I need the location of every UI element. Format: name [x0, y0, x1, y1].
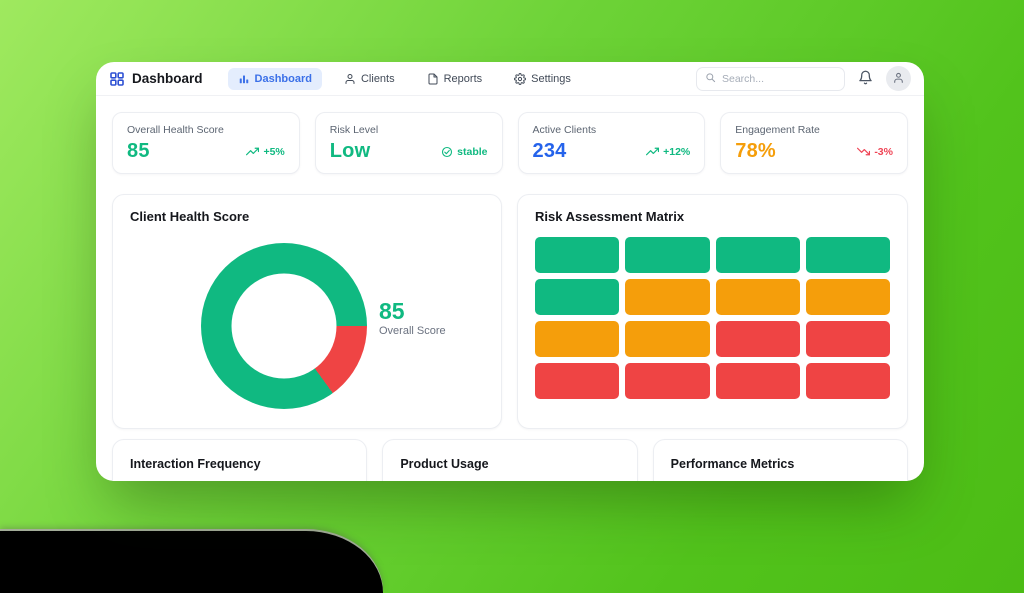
tab-label: Dashboard	[254, 72, 312, 85]
stat-card-active-clients: Active Clients 234 +12%	[517, 112, 706, 174]
panel-client-health-score: Client Health Score 85 Overall Score	[112, 194, 502, 429]
risk-cell-low	[805, 237, 890, 273]
tab-clients[interactable]: Clients	[334, 68, 405, 90]
trending-up-icon	[646, 145, 660, 158]
nav-tabs: Dashboard Clients Reports	[227, 67, 581, 90]
risk-cell-high	[805, 321, 890, 357]
panel-performance-metrics: Performance Metrics	[652, 439, 908, 481]
panel-title: Product Usage	[400, 457, 489, 471]
tab-label: Reports	[443, 72, 483, 85]
stat-trend: +12%	[646, 145, 690, 158]
stat-trend-text: stable	[457, 145, 488, 158]
gear-icon	[514, 72, 527, 85]
panel-title: Interaction Frequency	[130, 457, 261, 471]
trending-down-icon	[857, 145, 871, 158]
stat-trend: -3%	[857, 145, 893, 158]
risk-cell-high	[805, 363, 890, 399]
header-right	[696, 66, 911, 91]
app-body: Overall Health Score 85 +5% Ris	[96, 96, 924, 481]
stat-label: Risk Level	[329, 124, 379, 136]
stat-card-engagement-rate: Engagement Rate 78% -3%	[720, 112, 908, 174]
stat-trend-text: -3%	[874, 145, 893, 158]
stat-card-overall-health-score: Overall Health Score 85 +5%	[112, 112, 300, 174]
risk-cell-low	[715, 237, 800, 273]
risk-cell-low	[625, 237, 710, 273]
trending-up-icon	[246, 145, 260, 158]
stats-row: Overall Health Score 85 +5% Ris	[112, 112, 908, 174]
risk-cell-high	[715, 363, 800, 399]
risk-cell-medium	[625, 279, 710, 315]
file-icon	[427, 73, 439, 85]
risk-cell-high	[535, 363, 620, 399]
bell-icon	[858, 70, 873, 88]
risk-cell-medium	[805, 279, 890, 315]
tab-label: Settings	[531, 72, 571, 85]
stat-label: Overall Health Score	[127, 124, 224, 136]
panel-product-usage: Product Usage	[382, 439, 638, 481]
risk-cell-high	[625, 363, 710, 399]
stat-trend: +5%	[246, 145, 285, 158]
risk-matrix-grid	[535, 237, 890, 399]
risk-cell-low	[535, 279, 620, 315]
stat-trend-text: +5%	[263, 145, 285, 158]
panel-interaction-frequency: Interaction Frequency	[112, 439, 368, 481]
user-icon	[344, 73, 356, 85]
risk-cell-medium	[715, 279, 800, 315]
stat-label: Active Clients	[532, 124, 597, 136]
risk-cell-low	[535, 237, 620, 273]
risk-cell-medium	[535, 321, 620, 357]
stat-value: 234	[532, 140, 567, 162]
stat-card-risk-level: Risk Level Low stable	[314, 112, 503, 174]
check-circle-icon	[441, 146, 453, 158]
search-icon	[705, 70, 716, 88]
panel-title: Risk Assessment Matrix	[535, 209, 685, 224]
main-panels: Client Health Score 85 Overall Score Ris…	[112, 194, 908, 429]
doughnut-hole	[231, 273, 337, 379]
grid-logo-icon	[109, 71, 125, 87]
score-label: Overall Score	[379, 325, 446, 337]
notifications-button[interactable]	[858, 70, 873, 88]
search-input[interactable]	[722, 72, 836, 85]
stat-label: Engagement Rate	[735, 124, 820, 136]
user-avatar-icon	[892, 71, 905, 87]
tab-settings[interactable]: Settings	[504, 68, 581, 90]
panel-risk-assessment-matrix: Risk Assessment Matrix	[517, 194, 908, 429]
stat-value: 85	[127, 140, 150, 162]
tab-label: Clients	[360, 72, 395, 85]
bar-chart-icon	[238, 73, 250, 85]
brand: Dashboard	[109, 71, 203, 87]
user-menu-button[interactable]	[886, 66, 911, 91]
bottom-panels: Interaction Frequency Product Usage Perf…	[112, 439, 908, 481]
brand-title: Dashboard	[132, 71, 203, 86]
doughnut-chart	[201, 243, 367, 409]
tab-dashboard[interactable]: Dashboard	[227, 67, 322, 90]
panel-title: Performance Metrics	[670, 457, 795, 471]
background-corner-cutout	[0, 531, 383, 593]
score-callout: 85 Overall Score	[379, 298, 446, 337]
score-value: 85	[379, 298, 405, 324]
dashboard-window: Dashboard Dashboard Clients	[96, 62, 924, 481]
risk-cell-medium	[625, 321, 710, 357]
search-box	[696, 66, 845, 91]
stat-trend: stable	[441, 145, 488, 158]
donut-chart-area: 85 Overall Score	[130, 224, 484, 410]
app-header: Dashboard Dashboard Clients	[96, 62, 924, 96]
stat-value: Low	[329, 140, 371, 162]
tab-reports[interactable]: Reports	[417, 68, 493, 90]
risk-cell-high	[715, 321, 800, 357]
stat-trend-text: +12%	[663, 145, 691, 158]
stat-value: 78%	[735, 140, 776, 162]
panel-title: Client Health Score	[130, 209, 250, 224]
